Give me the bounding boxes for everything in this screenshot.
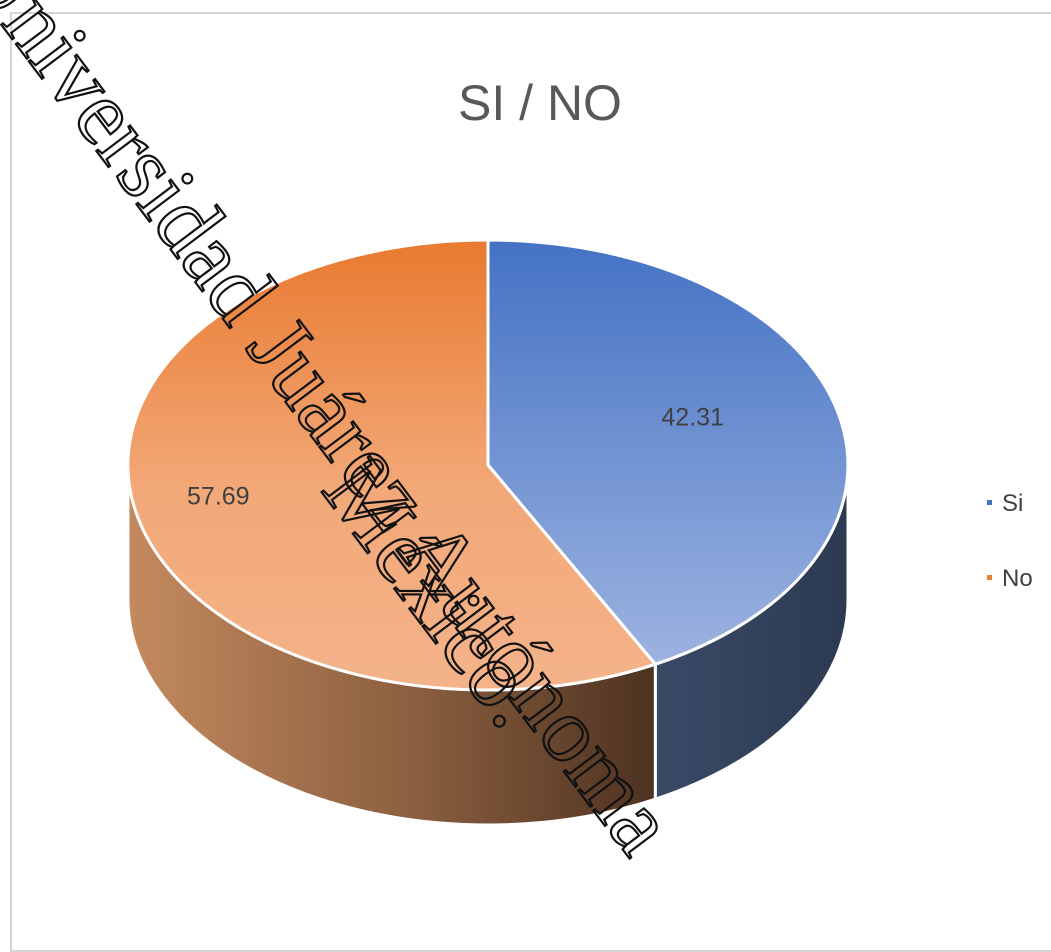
legend-swatch-no (987, 575, 992, 580)
legend: Si No (987, 490, 1033, 592)
data-label-no: 57.69 (187, 483, 250, 511)
legend-item-si[interactable]: Si (987, 490, 1023, 517)
pie-slices (126, 238, 850, 692)
pie-slice-si[interactable] (486, 238, 850, 666)
data-label-si: 42.31 (661, 403, 724, 431)
legend-swatch-si (987, 500, 992, 505)
pie-slice-no[interactable] (126, 238, 657, 692)
data-labels: 42.31 57.69 (187, 403, 724, 510)
legend-label-si: Si (1002, 490, 1023, 517)
legend-label-no: No (1002, 565, 1033, 592)
chart-title: SI / NO (458, 75, 622, 131)
legend-item-no[interactable]: No (987, 565, 1033, 592)
